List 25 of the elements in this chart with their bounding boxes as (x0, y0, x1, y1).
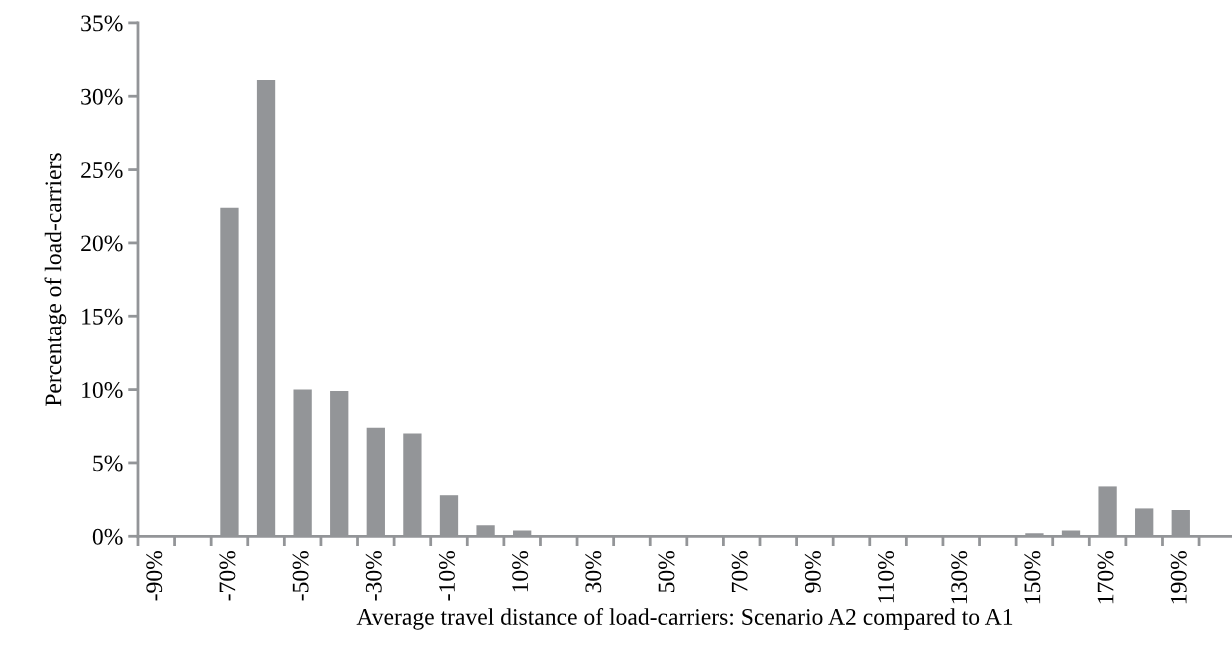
x-tick-label: -50% (292, 550, 309, 601)
x-tick-label: 70% (731, 550, 748, 592)
x-tick-label: 50% (658, 550, 675, 593)
x-tick-label: 190% (1170, 550, 1187, 604)
x-tick-label: 10% (512, 550, 529, 592)
y-tick-label: 5% (93, 455, 123, 472)
x-tick-label: 30% (585, 550, 602, 593)
x-tick-label: 110% (878, 550, 895, 603)
x-tick-label: -90% (146, 550, 163, 601)
y-tick-label: 0% (92, 528, 123, 545)
x-tick-label: 150% (1024, 550, 1041, 604)
x-tick-label: 90% (804, 550, 821, 593)
x-tick-label: -10% (438, 550, 455, 601)
x-axis-title: Average travel distance of load-carriers: Scenario A2 compared to A1 (356, 608, 1013, 630)
x-tick-label: 170% (1097, 550, 1114, 604)
y-tick-label: 15% (82, 308, 123, 325)
x-tick-label: -70% (219, 550, 236, 601)
y-axis-title: Percentage of load-carriers (44, 153, 67, 407)
x-tick-label: -30% (365, 550, 382, 601)
x-tick-label: 130% (951, 550, 968, 604)
y-tick-label: 10% (82, 382, 123, 399)
y-tick-label: 30% (81, 88, 123, 105)
y-tick-label: 35% (81, 15, 123, 32)
y-tick-label: 25% (81, 162, 123, 179)
y-tick-label: 20% (81, 235, 123, 252)
